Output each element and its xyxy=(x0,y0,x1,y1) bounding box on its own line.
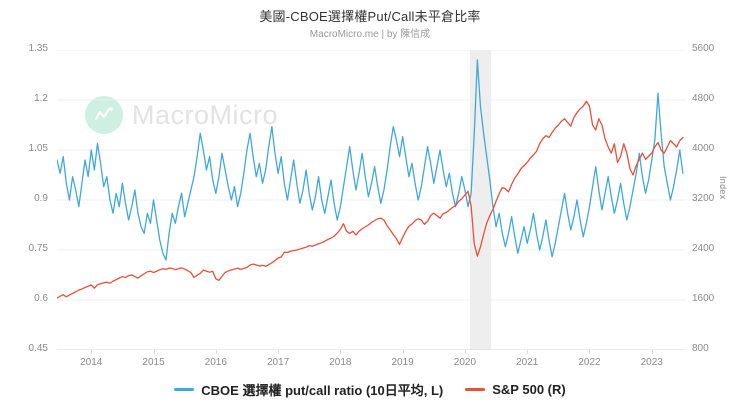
right-axis-tick: 5600 xyxy=(692,43,715,54)
x-axis-tick-mark xyxy=(215,350,217,354)
right-axis-tick: 800 xyxy=(692,343,709,354)
x-axis-tick: 2023 xyxy=(640,357,663,368)
legend-swatch-red xyxy=(465,388,486,391)
chart-subtitle: MacroMicro.me | by 陳信成 xyxy=(309,29,431,40)
left-axis-tick: 0.45 xyxy=(28,343,48,354)
right-axis-tick: 4000 xyxy=(692,143,715,154)
x-axis-tick: 2021 xyxy=(516,357,539,368)
x-axis-tick: 2016 xyxy=(204,357,227,368)
left-axis-tick: 0.75 xyxy=(28,243,48,254)
legend-item-sp500[interactable]: S&P 500 (R) xyxy=(465,382,566,397)
x-axis-tick-mark xyxy=(527,350,529,354)
left-axis-tick: 1.05 xyxy=(28,143,48,154)
x-axis-tick-mark xyxy=(153,350,155,354)
left-axis-title: Index xyxy=(0,172,1,196)
right-axis-tick: 4800 xyxy=(692,93,715,104)
x-axis-tick-mark xyxy=(402,350,404,354)
left-axis-tick: 1.2 xyxy=(34,93,48,104)
chart-canvas xyxy=(57,50,686,350)
legend-swatch-blue xyxy=(174,388,195,391)
x-axis-tick-mark xyxy=(278,350,280,354)
x-axis-tick-mark xyxy=(589,350,591,354)
legend-label-put-call-ratio: CBOE 選擇權 put/call ratio (10日平均, L) xyxy=(201,383,444,398)
x-axis-tick: 2018 xyxy=(329,357,352,368)
page-title: 美國-CBOE選擇權Put/Call未平倉比率 xyxy=(259,9,481,24)
legend-item-put-call-ratio[interactable]: CBOE 選擇權 put/call ratio (10日平均, L) xyxy=(174,380,443,399)
right-axis-tick: 1600 xyxy=(692,293,715,304)
right-axis-tick: 3200 xyxy=(692,193,715,204)
right-axis-tick: 2400 xyxy=(692,243,715,254)
chart-legend: CBOE 選擇權 put/call ratio (10日平均, L) S&P 5… xyxy=(0,380,740,399)
plot-area xyxy=(57,50,686,350)
left-axis-tick: 0.6 xyxy=(34,293,48,304)
x-axis-tick: 2019 xyxy=(391,357,414,368)
x-axis-tick: 2017 xyxy=(266,357,290,368)
x-axis-tick-mark xyxy=(91,350,93,354)
x-axis-tick-mark xyxy=(340,350,342,354)
left-axis-tick: 1.35 xyxy=(28,43,48,54)
x-axis-tick: 2015 xyxy=(142,357,165,368)
x-axis-tick-mark xyxy=(651,350,653,354)
x-axis-tick: 2020 xyxy=(453,357,477,368)
x-axis-tick-mark xyxy=(464,350,466,354)
left-axis-tick: 0.9 xyxy=(34,193,48,204)
legend-label-sp500: S&P 500 (R) xyxy=(492,382,566,397)
x-axis-tick: 2022 xyxy=(578,357,601,368)
x-axis-tick: 2014 xyxy=(80,357,103,368)
